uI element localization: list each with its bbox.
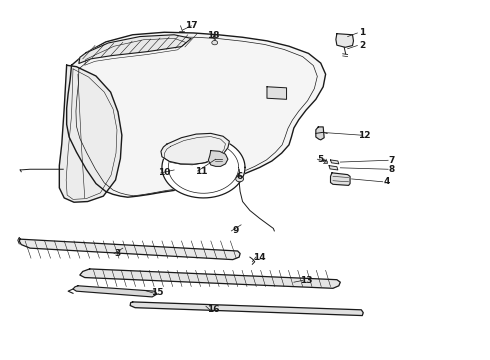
Text: 18: 18 bbox=[207, 31, 220, 40]
Polygon shape bbox=[161, 134, 229, 164]
Circle shape bbox=[212, 41, 218, 45]
Text: 6: 6 bbox=[237, 172, 243, 181]
Text: 4: 4 bbox=[384, 177, 390, 186]
Polygon shape bbox=[79, 35, 191, 63]
Polygon shape bbox=[59, 65, 122, 202]
Polygon shape bbox=[162, 137, 245, 198]
Polygon shape bbox=[80, 269, 340, 288]
Text: 1: 1 bbox=[359, 28, 366, 37]
Text: 8: 8 bbox=[389, 165, 395, 174]
Text: 3: 3 bbox=[115, 249, 121, 258]
Text: 13: 13 bbox=[300, 276, 312, 285]
Polygon shape bbox=[336, 34, 353, 47]
Polygon shape bbox=[130, 302, 363, 316]
Polygon shape bbox=[267, 87, 287, 99]
Circle shape bbox=[236, 176, 244, 182]
Text: 5: 5 bbox=[318, 155, 324, 164]
Text: 17: 17 bbox=[185, 21, 197, 30]
Polygon shape bbox=[331, 173, 350, 185]
Text: 10: 10 bbox=[158, 168, 171, 177]
Polygon shape bbox=[73, 286, 157, 297]
Text: 16: 16 bbox=[207, 305, 220, 314]
Polygon shape bbox=[329, 166, 338, 170]
Text: 11: 11 bbox=[195, 167, 207, 176]
Text: 15: 15 bbox=[151, 288, 163, 297]
Text: 14: 14 bbox=[253, 253, 266, 262]
Text: 12: 12 bbox=[359, 131, 371, 140]
Text: 9: 9 bbox=[232, 226, 239, 235]
Polygon shape bbox=[208, 150, 228, 166]
Polygon shape bbox=[316, 127, 324, 140]
Polygon shape bbox=[67, 32, 326, 197]
Polygon shape bbox=[19, 239, 240, 260]
Text: 7: 7 bbox=[389, 156, 395, 165]
Text: 2: 2 bbox=[359, 41, 366, 50]
Polygon shape bbox=[331, 160, 339, 164]
